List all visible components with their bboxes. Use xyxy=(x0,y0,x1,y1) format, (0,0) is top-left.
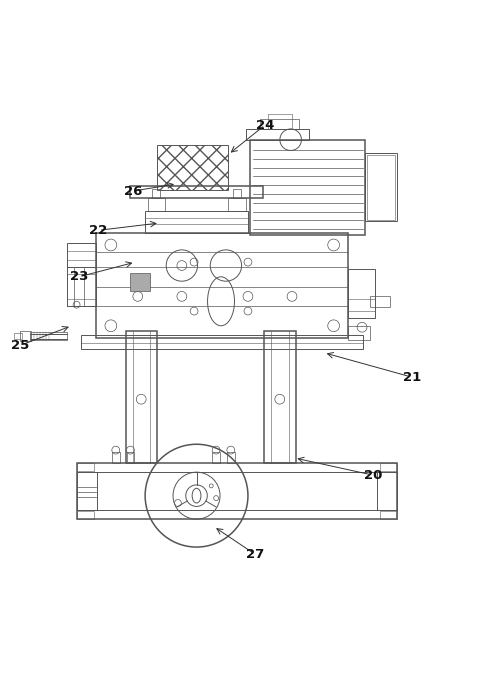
Bar xyxy=(264,331,296,463)
Bar xyxy=(365,153,397,222)
Bar xyxy=(367,155,395,220)
Bar xyxy=(74,267,84,306)
Bar xyxy=(96,233,348,338)
Bar xyxy=(153,189,160,199)
Text: 24: 24 xyxy=(256,118,274,132)
Bar xyxy=(212,452,220,463)
Bar xyxy=(370,296,390,307)
Bar xyxy=(227,452,235,463)
Bar xyxy=(82,335,363,349)
Bar xyxy=(148,199,164,211)
Bar xyxy=(380,463,397,471)
Bar xyxy=(30,332,67,341)
Bar xyxy=(377,472,397,510)
Bar xyxy=(246,129,309,140)
Bar xyxy=(131,273,150,291)
Bar xyxy=(14,333,22,339)
Bar xyxy=(260,119,300,129)
Text: 21: 21 xyxy=(403,370,421,384)
Bar xyxy=(348,270,375,318)
Bar xyxy=(77,472,97,510)
Bar xyxy=(145,211,248,233)
Text: 23: 23 xyxy=(70,270,88,283)
Bar xyxy=(77,511,94,518)
Bar xyxy=(77,463,397,519)
Bar xyxy=(127,452,135,463)
Bar xyxy=(67,243,96,267)
Text: 27: 27 xyxy=(246,548,265,561)
Text: 26: 26 xyxy=(124,185,142,197)
Bar xyxy=(77,463,94,471)
Bar xyxy=(67,267,96,306)
Bar xyxy=(233,189,241,199)
Text: 25: 25 xyxy=(11,339,29,352)
Bar xyxy=(250,140,365,235)
Bar xyxy=(158,145,228,190)
Bar xyxy=(126,331,158,463)
Bar xyxy=(380,511,397,518)
Text: 22: 22 xyxy=(89,224,108,237)
Bar xyxy=(348,326,370,341)
Bar xyxy=(228,199,246,211)
Bar xyxy=(20,331,31,341)
Text: 20: 20 xyxy=(364,468,382,481)
Bar xyxy=(112,452,120,463)
Bar xyxy=(131,186,263,199)
Bar xyxy=(268,114,292,129)
